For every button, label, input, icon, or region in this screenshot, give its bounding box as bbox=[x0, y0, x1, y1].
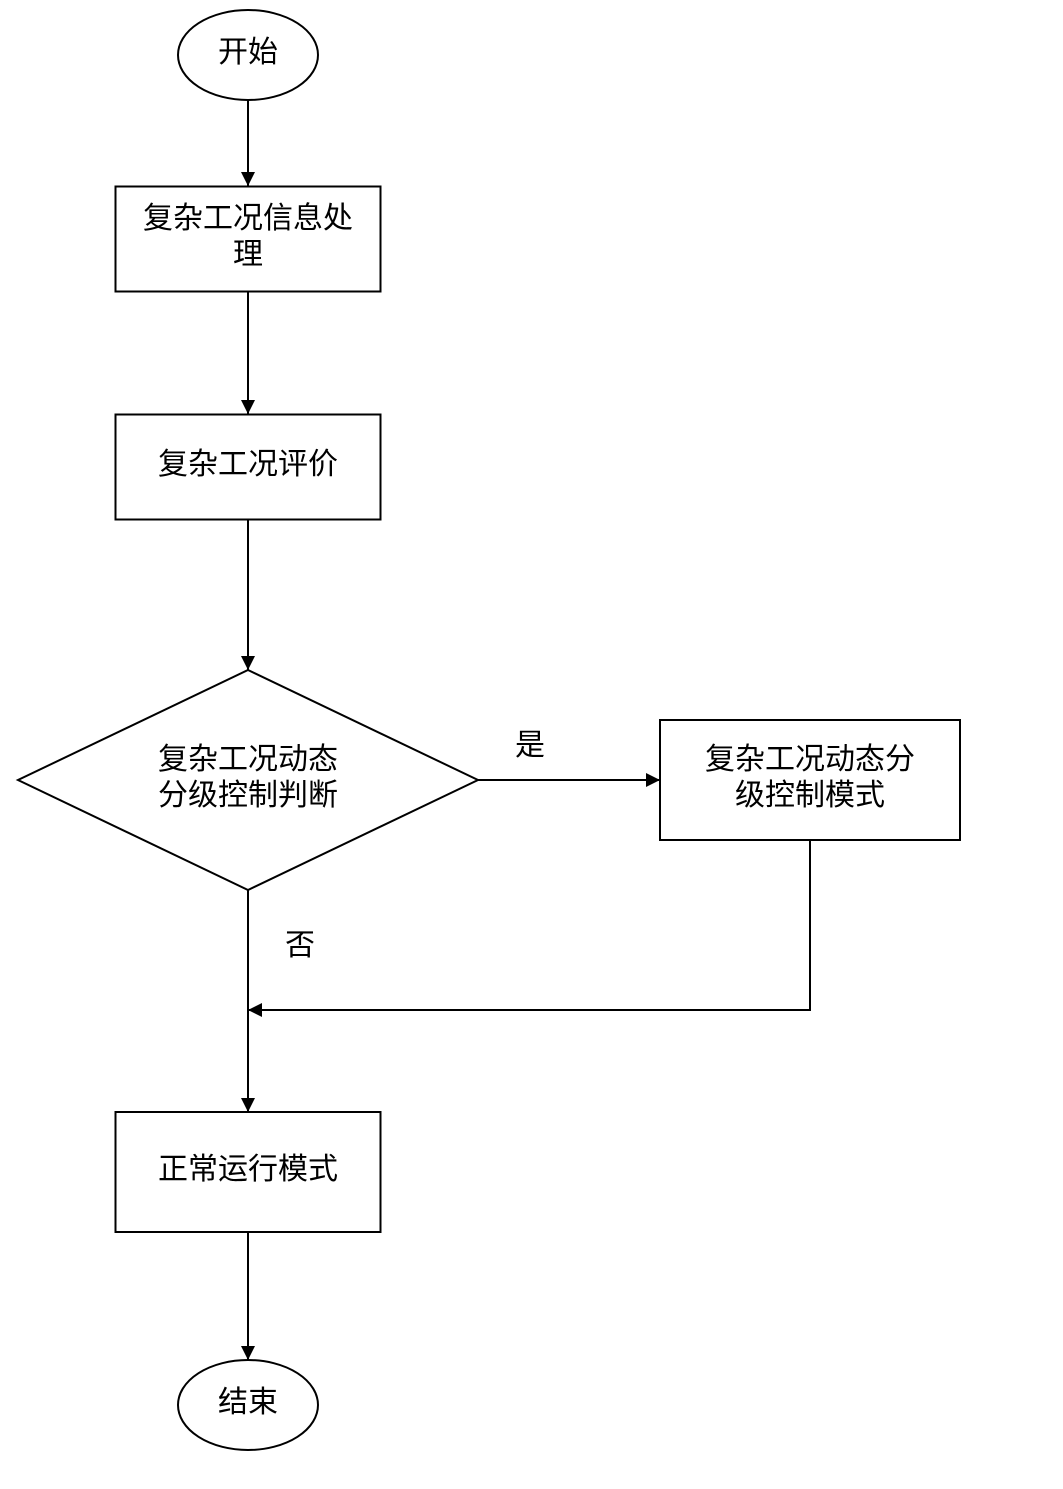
node-proc1-text-line-0: 复杂工况信息处 bbox=[143, 202, 353, 235]
node-proc3-text-line-1: 级控制模式 bbox=[735, 779, 885, 812]
node-proc4-text-line-0: 正常运行模式 bbox=[158, 1153, 338, 1186]
edge-3-label: 是 bbox=[515, 729, 545, 762]
node-decision-text-line-1: 分级控制判断 bbox=[158, 779, 338, 812]
node-decision: 复杂工况动态分级控制判断 bbox=[18, 670, 478, 890]
node-start-text-line-0: 开始 bbox=[218, 36, 278, 69]
node-end: 结束 bbox=[178, 1360, 318, 1450]
node-proc2: 复杂工况评价 bbox=[116, 415, 381, 520]
node-proc3: 复杂工况动态分级控制模式 bbox=[660, 720, 960, 840]
edge-4-label: 否 bbox=[285, 929, 315, 962]
node-proc2-text-line-0: 复杂工况评价 bbox=[158, 448, 338, 481]
node-end-text-line-0: 结束 bbox=[218, 1386, 278, 1419]
edge-5 bbox=[248, 840, 810, 1010]
node-proc3-text-line-0: 复杂工况动态分 bbox=[705, 743, 915, 776]
node-start: 开始 bbox=[178, 10, 318, 100]
node-proc4: 正常运行模式 bbox=[116, 1112, 381, 1232]
node-decision-text-line-0: 复杂工况动态 bbox=[158, 743, 338, 776]
nodes-layer: 开始复杂工况信息处理复杂工况评价复杂工况动态分级控制判断复杂工况动态分级控制模式… bbox=[18, 10, 960, 1450]
flowchart-canvas: 开始复杂工况信息处理复杂工况评价复杂工况动态分级控制判断复杂工况动态分级控制模式… bbox=[0, 0, 1063, 1489]
node-proc1: 复杂工况信息处理 bbox=[116, 187, 381, 292]
node-proc1-text-line-1: 理 bbox=[233, 238, 263, 271]
